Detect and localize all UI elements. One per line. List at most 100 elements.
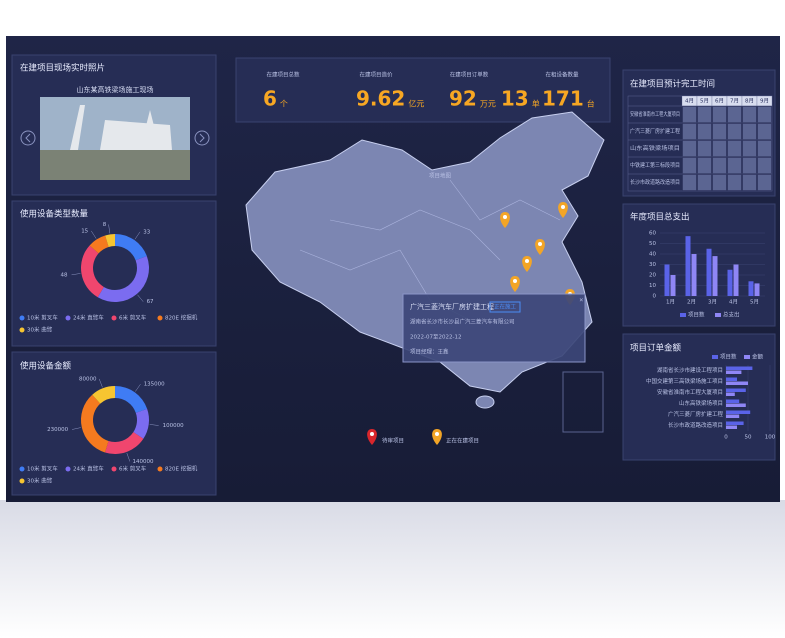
gantt-cell [712, 140, 727, 157]
legend-swatch [65, 315, 71, 321]
bar [712, 256, 718, 296]
y-tick-label: 0 [653, 294, 657, 300]
gantt-cell [682, 174, 697, 191]
legend-swatch [715, 313, 721, 317]
x-tick-label: 3月 [708, 299, 717, 306]
stat-label: 在建项目总数 [266, 71, 300, 79]
donut-segment [97, 256, 149, 303]
stat-unit: 单 [532, 99, 540, 109]
legend-label: 30米 曲臂 [27, 477, 53, 485]
legend-label: 6米 剪叉车 [119, 314, 147, 322]
map-pin-dot [435, 432, 439, 436]
panel [11, 351, 217, 496]
popup [402, 293, 586, 363]
project-name: 广汽三菱厂房扩建工程 [630, 127, 680, 135]
donut-segment [115, 385, 148, 413]
panel [235, 57, 611, 123]
panel-title: 使用设备金额 [20, 361, 72, 372]
gantt-cell [742, 157, 757, 174]
bar [726, 421, 744, 425]
y-tick-label: 安徽省淮南市工程大厦项目 [657, 388, 723, 396]
gantt-cell [742, 123, 757, 140]
donut-segment [81, 245, 104, 298]
map-inset [562, 371, 604, 433]
y-tick-label: 中国交建第三高铁梁场施工项目 [646, 377, 723, 385]
bar [726, 366, 753, 370]
popup-period: 2022-07至2022-12 [410, 334, 461, 341]
project-name: 安徽省淮南市工程大厦项目 [630, 110, 680, 118]
popup-tag-box [489, 301, 521, 313]
bar [726, 410, 751, 414]
y-tick-label: 20 [649, 273, 656, 279]
bar [706, 248, 712, 296]
project-name: 长沙市政道路改造项目 [630, 178, 680, 186]
stat-unit: 个 [280, 100, 288, 109]
gantt-cell [727, 123, 742, 140]
gantt-cell [757, 140, 772, 157]
y-tick-label: 60 [649, 231, 656, 237]
donut-segment [105, 432, 144, 455]
popup-close[interactable]: × [579, 298, 584, 304]
legend-label: 总支出 [723, 311, 740, 319]
panel-title: 项目订单金额 [630, 343, 682, 354]
prev-button[interactable] [20, 130, 36, 146]
stat-value: 9.62 [356, 87, 405, 111]
popup-name: 广汽三菱汽车厂房扩建工程 [410, 302, 494, 311]
gantt-cell [727, 106, 742, 123]
donut-segment [89, 235, 109, 254]
bar [664, 264, 670, 296]
table-header: 5月 [700, 98, 709, 105]
reflection [0, 500, 785, 638]
x-tick-label: 100 [765, 435, 776, 441]
legend-swatch [157, 315, 163, 321]
legend-label: 6米 剪叉车 [119, 465, 147, 473]
bar [726, 381, 748, 385]
legend-swatch [744, 355, 750, 359]
legend-label: 金额 [752, 353, 764, 361]
legend-label: 24米 直臂车 [73, 314, 104, 322]
gantt-cell [727, 157, 742, 174]
stat-label: 在建项目订单数 [450, 71, 489, 79]
x-tick-label: 1月 [666, 299, 675, 306]
stat-unit: 万元 [480, 100, 496, 109]
stat-unit: 台 [587, 99, 595, 109]
stat-label: 在租设备数量 [545, 71, 579, 79]
map-title: 项目地图 [429, 172, 452, 180]
value-label: 230000 [47, 427, 68, 433]
bar [726, 392, 735, 396]
popup-manager: 项目经理：王鑫 [410, 348, 449, 356]
gantt-cell [712, 174, 727, 191]
map-pin [500, 212, 510, 228]
label-leader [71, 273, 81, 276]
panel-title: 使用设备类型数量 [20, 209, 89, 220]
gantt-cell [727, 140, 742, 157]
legend-label: 24米 直臂车 [73, 465, 104, 473]
stat-unit: 亿元 [408, 99, 424, 109]
label-leader [108, 224, 111, 234]
value-label: 8 [103, 222, 107, 228]
map-pin-dot [561, 205, 565, 209]
map-pin [535, 239, 545, 255]
x-tick-label: 2月 [687, 299, 696, 306]
label-leader [149, 424, 159, 426]
next-button[interactable] [194, 130, 210, 146]
legend-swatch [111, 466, 117, 472]
panel-title: 年度项目总支出 [630, 212, 690, 223]
value-label: 15 [81, 228, 88, 234]
legend-swatch [19, 466, 25, 472]
table-header: 4月 [685, 98, 694, 105]
popup-address: 湖南省长沙市长沙县广汽三菱汽车有限公司 [410, 318, 515, 326]
x-tick-label: 50 [745, 435, 752, 441]
bar [748, 281, 754, 296]
popup-tag: 正在施工 [494, 303, 517, 311]
label-leader [98, 378, 103, 388]
value-label: 48 [61, 272, 68, 278]
legend-swatch [65, 466, 71, 472]
stat-label: 在建项目造价 [359, 71, 393, 79]
legend-label: 820E 挖掘机 [165, 465, 198, 473]
legend-label: 项目数 [720, 353, 737, 361]
panel-title: 在建项目预计完工时间 [630, 79, 715, 90]
donut-segment [133, 408, 150, 439]
gantt-cell [682, 140, 697, 157]
gantt-cell [682, 106, 697, 123]
